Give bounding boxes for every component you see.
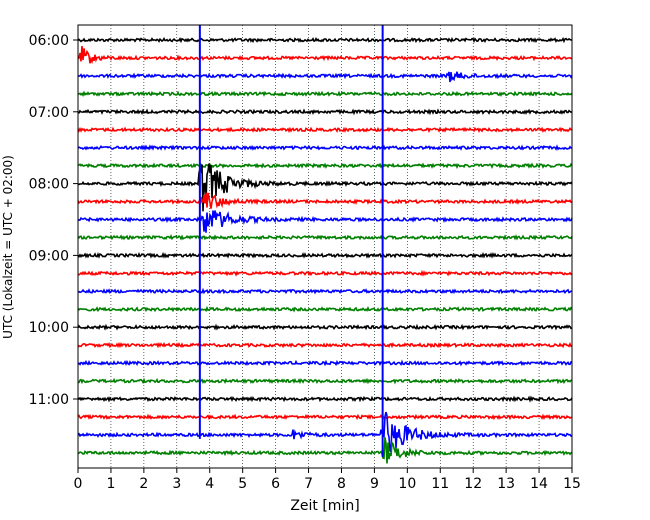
trace-line-16 <box>77 323 573 331</box>
trace-line-9 <box>77 192 573 209</box>
trace-line-23 <box>77 437 573 464</box>
x-tick-label-15: 15 <box>563 476 581 492</box>
x-tick-label-0: 0 <box>74 476 83 492</box>
x-tick-label-11: 11 <box>431 476 449 492</box>
trace-line-2 <box>77 71 573 83</box>
y-tick-label-4: 10:00 <box>29 320 69 336</box>
trace-line-13 <box>77 269 573 277</box>
axis-layer: 0 1 2 3 4 5 6 7 8 9 10 11 12 13 14 1506:0007:0008:0009:… <box>29 33 581 492</box>
trace-line-8 <box>77 163 573 212</box>
y-tick-label-0: 06:00 <box>29 33 69 49</box>
trace-line-11 <box>77 234 573 241</box>
spike-layer <box>198 25 384 457</box>
trace-line-5 <box>77 126 573 134</box>
y-tick-label-1: 07:00 <box>29 105 69 121</box>
x-tick-label-8: 8 <box>337 476 346 492</box>
trace-line-7 <box>77 162 573 170</box>
y-axis-label: UTC (Lokalzeit = UTC + 02:00) <box>1 155 15 339</box>
x-tick-label-5: 5 <box>238 476 247 492</box>
y-tick-label-5: 11:00 <box>29 392 69 408</box>
trace-line-14 <box>77 287 573 295</box>
x-tick-label-13: 13 <box>497 476 515 492</box>
y-tick-label-3: 09:00 <box>29 248 69 264</box>
trace-line-12 <box>77 251 573 259</box>
grid-layer <box>110 25 540 468</box>
trace-line-0 <box>77 36 573 44</box>
trace-line-1 <box>77 45 573 65</box>
x-tick-label-1: 1 <box>106 476 115 492</box>
x-tick-label-10: 10 <box>398 476 416 492</box>
trace-line-20 <box>77 395 573 403</box>
trace-line-15 <box>77 305 573 313</box>
trace-line-18 <box>77 359 573 367</box>
x-tick-label-14: 14 <box>530 476 548 492</box>
trace-line-22 <box>77 411 573 455</box>
trace-line-17 <box>77 341 573 349</box>
x-tick-label-3: 3 <box>172 476 181 492</box>
x-tick-label-7: 7 <box>304 476 313 492</box>
x-tick-label-4: 4 <box>205 476 214 492</box>
x-tick-label-9: 9 <box>370 476 379 492</box>
trace-line-19 <box>77 377 573 385</box>
y-tick-label-2: 08:00 <box>29 177 69 193</box>
x-tick-label-2: 2 <box>139 476 148 492</box>
trace-line-6 <box>77 144 572 151</box>
trace-line-10 <box>77 210 573 233</box>
x-tick-label-6: 6 <box>271 476 280 492</box>
x-tick-label-12: 12 <box>464 476 482 492</box>
trace-line-21 <box>77 413 573 421</box>
trace-line-3 <box>77 90 573 98</box>
trace-line-4 <box>77 108 573 116</box>
plot-frame <box>77 24 573 469</box>
trace-layer <box>77 36 573 464</box>
x-axis-label: Zeit [min] <box>290 498 359 514</box>
